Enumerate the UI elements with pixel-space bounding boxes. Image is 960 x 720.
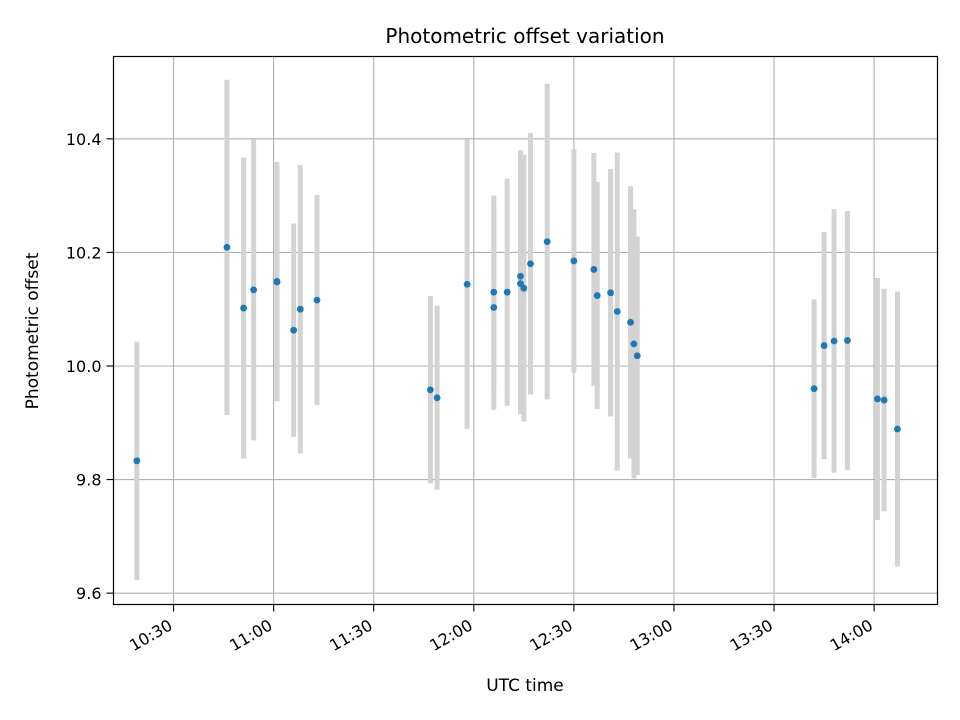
data-point xyxy=(296,305,304,313)
data-point xyxy=(490,288,498,296)
data-point xyxy=(613,308,621,315)
data-point xyxy=(830,337,838,345)
data-point xyxy=(313,296,321,304)
data-point xyxy=(844,337,851,344)
plot-frame xyxy=(112,55,939,606)
data-point xyxy=(223,243,231,251)
y-axis-label: Photometric offset xyxy=(23,252,43,409)
data-point xyxy=(593,292,601,299)
data-point xyxy=(820,342,828,349)
data-points xyxy=(133,238,901,465)
data-point xyxy=(607,289,614,297)
data-point xyxy=(490,304,498,311)
y-tick-label: 9.8 xyxy=(76,471,101,490)
data-point xyxy=(810,385,818,393)
data-point xyxy=(503,288,511,296)
data-point xyxy=(874,395,881,403)
data-point xyxy=(133,457,141,465)
data-point xyxy=(517,272,524,280)
data-point xyxy=(590,266,598,273)
y-tick-label: 10.0 xyxy=(66,357,102,376)
data-point xyxy=(290,326,298,334)
data-point xyxy=(630,340,638,348)
x-axis-label: UTC time xyxy=(486,676,564,696)
data-point xyxy=(433,394,441,402)
data-point xyxy=(240,304,248,312)
chart-title: Photometric offset variation xyxy=(385,24,664,48)
data-point xyxy=(463,280,471,288)
data-point xyxy=(570,257,578,265)
data-point xyxy=(273,277,281,285)
data-point xyxy=(894,425,901,433)
y-axis-ticks: 9.6 9.8 10.0 10.2 10.4 xyxy=(66,130,114,603)
data-point xyxy=(880,396,888,404)
data-point xyxy=(543,238,551,246)
data-point xyxy=(527,260,534,268)
data-point xyxy=(427,386,434,394)
y-tick-label: 10.4 xyxy=(66,130,102,149)
y-tick-label: 10.2 xyxy=(66,243,102,262)
data-point xyxy=(633,352,641,360)
y-tick-label: 9.6 xyxy=(76,584,101,603)
data-point xyxy=(250,286,258,294)
data-point xyxy=(627,318,634,326)
data-point xyxy=(520,284,528,292)
